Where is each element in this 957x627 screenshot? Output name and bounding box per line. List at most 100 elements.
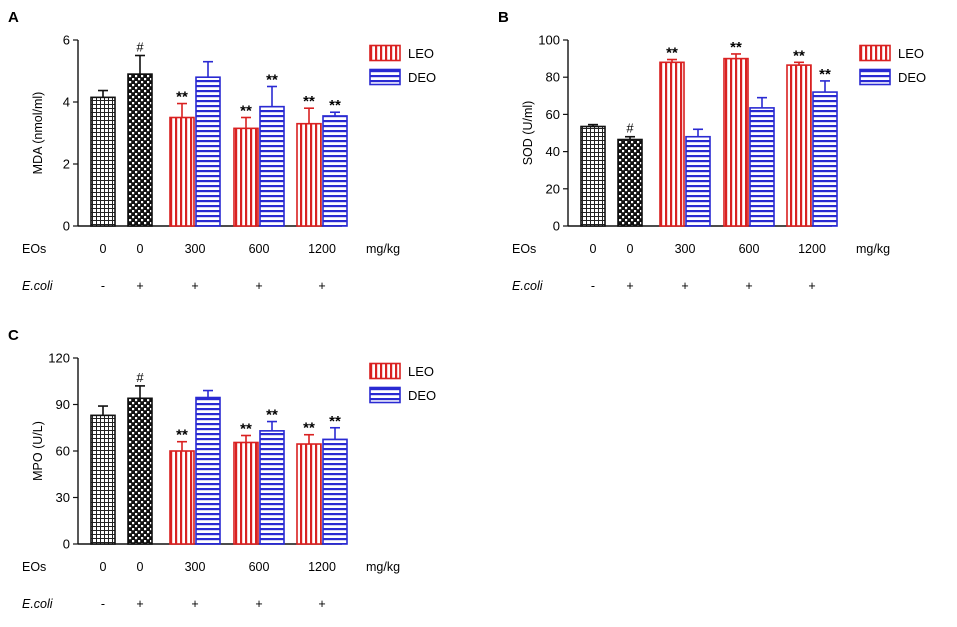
y-tick-label: 0 xyxy=(553,219,560,234)
bar-leo-1200 xyxy=(296,122,322,227)
ecoli-sign-label: + xyxy=(318,597,325,611)
y-axis-label: MPO (U/L) xyxy=(31,421,45,481)
significance-mark: ** xyxy=(176,427,188,444)
bar-deo-600 xyxy=(259,430,285,545)
eos-row-label: EOs xyxy=(512,242,536,256)
y-tick-label: 60 xyxy=(546,107,560,122)
bar-deo-300 xyxy=(195,396,221,545)
bar-leo-600 xyxy=(233,127,259,227)
ecoli-sign-label: + xyxy=(191,279,198,293)
eos-dose-label: 1200 xyxy=(308,242,336,256)
bar-deo-1200 xyxy=(322,115,348,227)
y-tick-label: 60 xyxy=(56,444,70,459)
y-tick-label: 30 xyxy=(56,490,70,505)
panel-b-sod-chart: B 0 20 40 60 80 100 SOD (U/ml) 0 - #0 + ** 300 + ** 600 +… xyxy=(490,0,957,310)
ecoli-row-label: E.coli xyxy=(22,279,54,293)
bar-deo-300 xyxy=(195,76,221,227)
ecoli-sign-label: + xyxy=(808,279,815,293)
y-axis-label: SOD (U/ml) xyxy=(521,101,535,166)
bar-leo-300 xyxy=(169,116,195,227)
eos-dose-label: 0 xyxy=(137,560,144,574)
ecoli-sign-label: - xyxy=(101,279,105,293)
ecoli-sign-label: + xyxy=(255,597,262,611)
mpo-chart-svg: C 0 30 60 90 120 MPO (U/L) 0 - #0 + ** 300 + ** ** 600 + *… xyxy=(8,327,436,611)
eos-dose-label: 300 xyxy=(675,242,696,256)
eos-dose-label: 0 xyxy=(100,242,107,256)
legend-label-deo: DEO xyxy=(408,70,436,85)
bar-leo-600 xyxy=(233,441,259,545)
significance-mark: ** xyxy=(793,47,805,64)
bar-control-0 xyxy=(580,125,606,227)
eos-dose-label: 1200 xyxy=(308,560,336,574)
legend-label-leo: LEO xyxy=(898,46,924,61)
legend-label-deo: DEO xyxy=(408,388,436,403)
ecoli-sign-label: + xyxy=(255,279,262,293)
significance-mark: ** xyxy=(819,66,831,83)
significance-mark: ** xyxy=(303,93,315,110)
bar-deo-600 xyxy=(259,105,285,227)
y-tick-label: 0 xyxy=(63,537,70,552)
y-tick-label: 40 xyxy=(546,144,560,159)
legend-label-deo: DEO xyxy=(898,70,926,85)
significance-mark: # xyxy=(626,121,634,136)
mda-chart-svg: A 0 2 4 6 MDA (nmol/ml) 0 - #0 + ** 300 + ** ** 600 + ** *… xyxy=(8,9,436,293)
unit-label: mg/kg xyxy=(856,242,890,256)
bar-model-0 xyxy=(127,397,153,545)
legend-swatch-leo xyxy=(859,44,891,62)
eos-dose-label: 0 xyxy=(627,242,634,256)
bar-deo-1200 xyxy=(812,91,838,227)
significance-mark: ** xyxy=(329,413,341,430)
bar-deo-600 xyxy=(749,107,775,227)
ecoli-sign-label: + xyxy=(318,279,325,293)
bar-model-0 xyxy=(127,73,153,227)
panel-label: A xyxy=(8,9,19,26)
ecoli-row-label: E.coli xyxy=(512,279,544,293)
significance-mark: ** xyxy=(240,421,252,438)
legend-swatch-leo xyxy=(369,44,401,62)
significance-mark: ** xyxy=(730,39,742,56)
ecoli-sign-label: - xyxy=(591,279,595,293)
sod-chart-svg: B 0 20 40 60 80 100 SOD (U/ml) 0 - #0 + ** 300 + ** 600 +… xyxy=(498,9,926,293)
y-tick-label: 20 xyxy=(546,181,560,196)
eos-dose-label: 0 xyxy=(100,560,107,574)
y-tick-label: 90 xyxy=(56,397,70,412)
bar-leo-1200 xyxy=(296,443,322,545)
unit-label: mg/kg xyxy=(366,242,400,256)
significance-mark: # xyxy=(136,370,144,385)
ecoli-sign-label: + xyxy=(681,279,688,293)
y-tick-label: 4 xyxy=(63,95,70,110)
ecoli-sign-label: - xyxy=(101,597,105,611)
bar-control-0 xyxy=(90,96,116,227)
eos-dose-label: 1200 xyxy=(798,242,826,256)
legend-swatch-deo xyxy=(859,68,891,86)
bar-leo-1200 xyxy=(786,64,812,227)
significance-mark: ** xyxy=(176,89,188,106)
significance-mark: ** xyxy=(303,420,315,437)
panel-label: C xyxy=(8,327,19,344)
ecoli-sign-label: + xyxy=(745,279,752,293)
legend-swatch-deo xyxy=(369,386,401,404)
eos-dose-label: 300 xyxy=(185,560,206,574)
eos-dose-label: 600 xyxy=(249,560,270,574)
ecoli-sign-label: + xyxy=(136,597,143,611)
panel-a-mda-chart: A 0 2 4 6 MDA (nmol/ml) 0 - #0 + ** 300 + ** ** 600 + ** *… xyxy=(0,0,470,310)
eos-dose-label: 600 xyxy=(249,242,270,256)
eos-dose-label: 600 xyxy=(739,242,760,256)
y-axis-label: MDA (nmol/ml) xyxy=(31,92,45,175)
bar-deo-300 xyxy=(685,135,711,227)
panel-c-mpo-chart: C 0 30 60 90 120 MPO (U/L) 0 - #0 + ** 300 + ** ** 600 + *… xyxy=(0,318,470,627)
significance-mark: ** xyxy=(266,72,278,89)
y-tick-label: 80 xyxy=(546,70,560,85)
eos-row-label: EOs xyxy=(22,242,46,256)
bar-deo-1200 xyxy=(322,438,348,545)
legend-label-leo: LEO xyxy=(408,364,434,379)
ecoli-sign-label: + xyxy=(626,279,633,293)
bar-model-0 xyxy=(617,138,643,227)
y-tick-label: 120 xyxy=(48,351,70,366)
legend-swatch-deo xyxy=(369,68,401,86)
significance-mark: ** xyxy=(329,97,341,114)
bar-leo-300 xyxy=(169,450,195,545)
unit-label: mg/kg xyxy=(366,560,400,574)
eos-row-label: EOs xyxy=(22,560,46,574)
y-tick-label: 100 xyxy=(538,33,560,48)
